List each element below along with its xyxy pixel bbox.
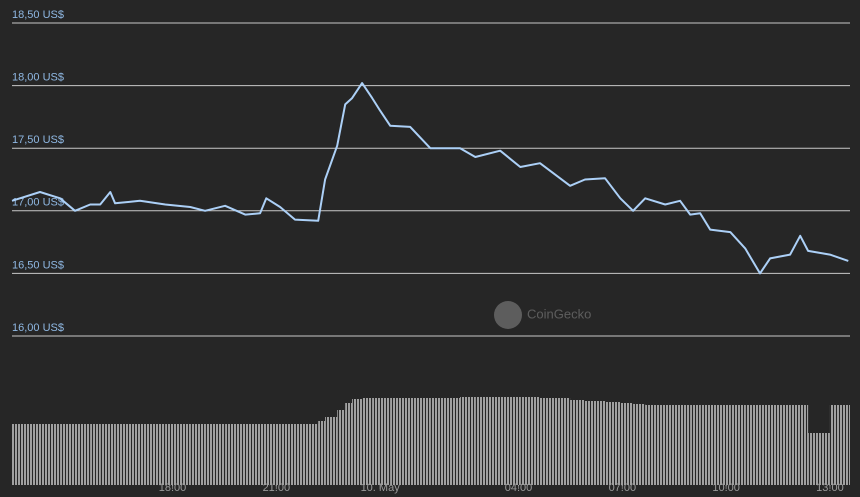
volume-bar <box>205 424 226 485</box>
volume-bar <box>760 405 771 485</box>
volume-bar <box>190 424 206 485</box>
volume-bar <box>266 424 281 485</box>
volume-bar <box>520 397 540 485</box>
volume-bar <box>390 398 411 485</box>
volume-bar <box>362 398 373 485</box>
volume-bar <box>745 405 761 485</box>
volume-bar <box>800 405 809 485</box>
y-tick-label: 17,50 US$ <box>12 134 64 146</box>
volume-bar <box>710 405 731 485</box>
volume-bar <box>475 397 501 485</box>
volume-bar <box>140 424 166 485</box>
y-tick-label: 16,50 US$ <box>12 259 64 271</box>
volume-bar <box>829 405 849 485</box>
y-tick-label: 16,00 US$ <box>12 322 64 334</box>
volume-bar <box>12 424 41 485</box>
volume-bar <box>730 405 746 485</box>
price-line <box>11 82 849 275</box>
y-tick-label: 18,00 US$ <box>12 72 64 84</box>
volume-bar <box>500 397 521 485</box>
volume-bar <box>90 424 101 485</box>
volume-bar <box>633 404 646 485</box>
volume-bar <box>110 424 116 485</box>
volume-bar <box>665 405 681 485</box>
volume-bar <box>380 398 391 485</box>
volume-bar <box>584 401 606 485</box>
volume-bar <box>620 403 634 485</box>
volume-bar <box>165 424 191 485</box>
volume-bar <box>790 405 801 485</box>
volume-bar <box>808 433 830 485</box>
volume-bar <box>40 424 61 485</box>
volume-bar <box>410 398 431 485</box>
volume-bar <box>645 405 666 485</box>
volume-bars <box>12 397 850 485</box>
volume-bar <box>260 424 267 485</box>
volume-bar <box>680 405 691 485</box>
volume-bar <box>372 398 381 485</box>
watermark: CoinGecko <box>494 301 591 329</box>
volume-bar <box>460 397 476 485</box>
volume-bar <box>245 424 261 485</box>
watermark-logo <box>494 301 522 329</box>
volume-bar <box>280 424 296 485</box>
volume-bar <box>318 421 326 485</box>
volume-bar <box>430 398 461 485</box>
volume-bar <box>570 400 585 485</box>
volume-bar <box>352 399 363 485</box>
volume-bar <box>848 405 850 485</box>
volume-bar <box>539 398 571 485</box>
volume-bar <box>295 424 319 485</box>
volume-bar <box>60 424 75 485</box>
volume-bar <box>74 424 91 485</box>
volume-bar <box>337 410 346 485</box>
y-tick-label: 17,00 US$ <box>12 197 64 209</box>
watermark-text: CoinGecko <box>527 306 591 321</box>
volume-bar <box>325 417 338 485</box>
y-tick-label: 18,50 US$ <box>12 9 64 21</box>
volume-bar <box>100 424 111 485</box>
volume-bar <box>690 405 701 485</box>
volume-bar <box>605 402 621 485</box>
volume-bar <box>345 403 353 485</box>
volume-bar <box>770 405 791 485</box>
volume-bar <box>115 424 141 485</box>
volume-bar <box>225 424 246 485</box>
volume-bar <box>700 405 711 485</box>
